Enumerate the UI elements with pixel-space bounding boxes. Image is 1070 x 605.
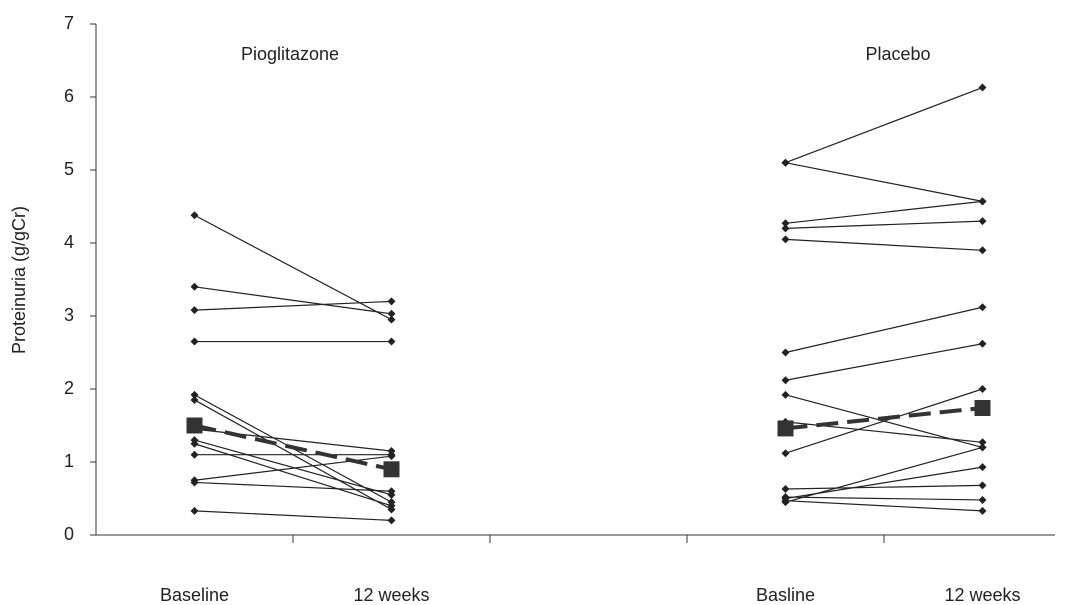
point bbox=[191, 507, 199, 515]
point bbox=[782, 376, 790, 384]
point bbox=[191, 211, 199, 219]
point bbox=[388, 297, 396, 305]
mean-marker bbox=[187, 418, 203, 434]
x-tick-label: Basline bbox=[756, 585, 815, 605]
patient-line bbox=[786, 201, 983, 223]
point bbox=[388, 516, 396, 524]
point bbox=[191, 396, 199, 404]
point bbox=[979, 507, 987, 515]
page: Proteinuria (g/gCr) 0 1 2 3 4 5 6 7 Baseline 12 w… bbox=[0, 0, 1070, 605]
point bbox=[979, 443, 987, 451]
point bbox=[979, 303, 987, 311]
point bbox=[388, 310, 396, 318]
patient-line bbox=[786, 344, 983, 381]
patient-line bbox=[786, 447, 983, 502]
y-tick-label: 7 bbox=[64, 13, 74, 33]
patient-line bbox=[786, 501, 983, 511]
group-label: Pioglitazone bbox=[241, 44, 339, 64]
y-tick-label: 1 bbox=[64, 451, 74, 471]
point bbox=[979, 496, 987, 504]
patient-line bbox=[195, 456, 392, 480]
y-tick-label: 3 bbox=[64, 305, 74, 325]
point bbox=[191, 338, 199, 346]
patient-line bbox=[786, 422, 983, 442]
point bbox=[979, 246, 987, 254]
point bbox=[979, 340, 987, 348]
point bbox=[782, 349, 790, 357]
patient-line bbox=[195, 287, 392, 314]
group-label: Placebo bbox=[865, 44, 930, 64]
chart: Proteinuria (g/gCr) 0 1 2 3 4 5 6 7 Baseline 12 w… bbox=[0, 0, 1070, 605]
patient-line bbox=[786, 485, 983, 489]
mean-marker bbox=[975, 400, 991, 416]
patient-line bbox=[786, 239, 983, 250]
point bbox=[782, 485, 790, 493]
patient-line bbox=[786, 221, 983, 228]
point bbox=[191, 451, 199, 459]
point bbox=[388, 338, 396, 346]
y-tick-label: 2 bbox=[64, 378, 74, 398]
y-tick-label: 0 bbox=[64, 524, 74, 544]
point bbox=[191, 283, 199, 291]
point bbox=[979, 481, 987, 489]
patient-line bbox=[786, 497, 983, 500]
patient-line bbox=[195, 215, 392, 319]
x-tick-label: Baseline bbox=[160, 585, 229, 605]
point bbox=[979, 84, 987, 92]
patient-line bbox=[195, 444, 392, 506]
patient-line bbox=[786, 163, 983, 202]
patient-line bbox=[786, 307, 983, 352]
point bbox=[782, 159, 790, 167]
point bbox=[782, 224, 790, 232]
y-tick-label: 6 bbox=[64, 86, 74, 106]
patient-line bbox=[786, 88, 983, 163]
x-tick-label: 12 weeks bbox=[353, 585, 429, 605]
patient-line bbox=[195, 301, 392, 310]
y-axis-label: Proteinuria (g/gCr) bbox=[9, 206, 29, 354]
point bbox=[979, 217, 987, 225]
point bbox=[979, 463, 987, 471]
point bbox=[388, 452, 396, 460]
x-tick-label: 12 weeks bbox=[944, 585, 1020, 605]
patient-line bbox=[195, 511, 392, 520]
y-tick-label: 4 bbox=[64, 232, 74, 252]
mean-marker bbox=[778, 420, 794, 436]
patient-line bbox=[786, 389, 983, 453]
point bbox=[191, 306, 199, 314]
point bbox=[979, 197, 987, 205]
point bbox=[782, 235, 790, 243]
mean-marker bbox=[384, 461, 400, 477]
point bbox=[782, 391, 790, 399]
point bbox=[979, 385, 987, 393]
y-tick-label: 5 bbox=[64, 159, 74, 179]
point bbox=[782, 449, 790, 457]
